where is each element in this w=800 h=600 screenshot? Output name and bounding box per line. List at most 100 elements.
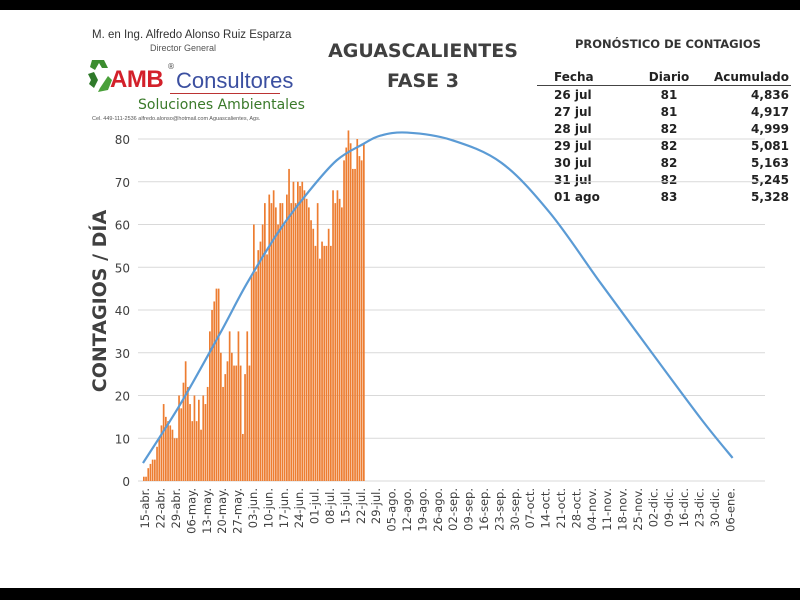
bar (198, 399, 200, 481)
bar (215, 288, 218, 481)
bar (327, 228, 330, 481)
x-tick-label: 16-dic. (677, 488, 691, 527)
director-name: M. en Ing. Alfredo Alonso Ruiz Esparza (92, 29, 292, 41)
forecast-cumulative: 5,328 (751, 189, 789, 204)
x-tick-label: 29-jul. (369, 488, 383, 524)
bar (173, 438, 176, 481)
bar (145, 476, 147, 481)
logo-consultores: Consultores (176, 68, 294, 93)
bar (356, 139, 359, 481)
bar (268, 194, 271, 481)
x-tick-label: 28-oct. (569, 488, 583, 529)
bar (184, 361, 187, 481)
col-fecha: Fecha (537, 70, 634, 86)
bar (233, 365, 235, 481)
bar (222, 386, 224, 481)
bar (151, 459, 154, 481)
bar (206, 386, 209, 481)
bar (352, 168, 354, 482)
bar (187, 386, 189, 481)
bar (242, 433, 244, 481)
y-tick-label: 20 (115, 390, 130, 404)
bar (143, 476, 145, 481)
bar (259, 241, 262, 481)
bar (246, 331, 249, 481)
x-tick-label: 21-oct. (554, 488, 568, 529)
bar (281, 203, 284, 481)
x-tick-label: 04-nov. (585, 488, 599, 531)
bar (294, 203, 297, 481)
forecast-date: 29 jul (554, 138, 592, 153)
x-tick-label: 15-jul. (338, 488, 352, 524)
x-tick-label: 24-jun. (292, 488, 306, 528)
x-tick-label: 20-may. (215, 488, 229, 534)
x-tick-label: 27-may. (231, 488, 245, 534)
bar (343, 160, 345, 481)
bar (158, 438, 161, 481)
bar (253, 224, 255, 481)
bar (325, 245, 328, 481)
bar (323, 245, 326, 481)
bar (228, 331, 231, 481)
bar (180, 408, 183, 481)
x-tick-label: 15-abr. (138, 488, 152, 528)
bar (257, 250, 260, 481)
forecast-row: 26 jul 81 4,836 (537, 86, 791, 104)
bar (360, 160, 363, 481)
x-tick-label: 12-ago. (400, 488, 414, 532)
y-tick-label: 10 (115, 432, 130, 446)
bar (200, 429, 202, 481)
x-tick-label: 14-oct. (539, 488, 553, 529)
trend-line (142, 131, 734, 464)
bar (363, 143, 365, 481)
bar (336, 190, 339, 482)
col-acumulado: Acumulado (704, 70, 791, 86)
bar (189, 404, 191, 481)
bar (349, 143, 352, 481)
bar (341, 207, 343, 481)
bar (209, 331, 211, 481)
x-tick-label: 18-nov. (616, 488, 630, 531)
logo-registered: ® (167, 62, 175, 71)
bar (147, 468, 150, 481)
bar (217, 288, 220, 481)
forecast-date: 31 jul (554, 172, 592, 187)
x-tick-label: 30-sep. (508, 488, 522, 531)
forecast-row: 30 jul 82 5,163 (537, 154, 791, 171)
bar (319, 258, 321, 481)
x-tick-label: 02-dic. (646, 488, 660, 527)
y-tick-label: 60 (115, 219, 130, 233)
top-black-band (0, 0, 800, 10)
col-diario: Diario (634, 70, 704, 86)
forecast-daily: 82 (660, 155, 678, 170)
bar (193, 395, 196, 481)
x-tick-label: 22-abr. (154, 488, 168, 528)
bar (286, 194, 288, 481)
bar (321, 241, 323, 481)
x-tick-label: 13-may. (200, 488, 214, 534)
x-tick-label: 01-jul. (308, 488, 322, 524)
bar (237, 331, 240, 481)
bar (231, 352, 233, 481)
bar (182, 382, 185, 481)
forecast-date: 28 jul (554, 121, 592, 136)
bar (277, 224, 279, 481)
bar (165, 416, 167, 481)
x-tick-label: 26-ago. (431, 488, 445, 532)
forecast-row: 29 jul 82 5,081 (537, 137, 791, 154)
bar (272, 190, 275, 482)
x-tick-label: 02-sep. (446, 488, 460, 531)
bar (316, 203, 319, 481)
x-tick-label: 05-ago. (385, 488, 399, 532)
x-tick-label: 23-dic. (693, 488, 707, 527)
bar (195, 421, 198, 481)
bar (149, 463, 152, 481)
forecast-date: 01 ago (554, 189, 600, 204)
bar (244, 374, 246, 481)
forecast-cumulative: 5,245 (751, 172, 789, 187)
forecast-title: PRONÓSTICO DE CONTAGIOS (575, 37, 761, 51)
chart-title-line2: FASE 3 (386, 70, 459, 92)
bar (299, 186, 301, 481)
x-tick-label: 16-sep. (477, 488, 491, 531)
